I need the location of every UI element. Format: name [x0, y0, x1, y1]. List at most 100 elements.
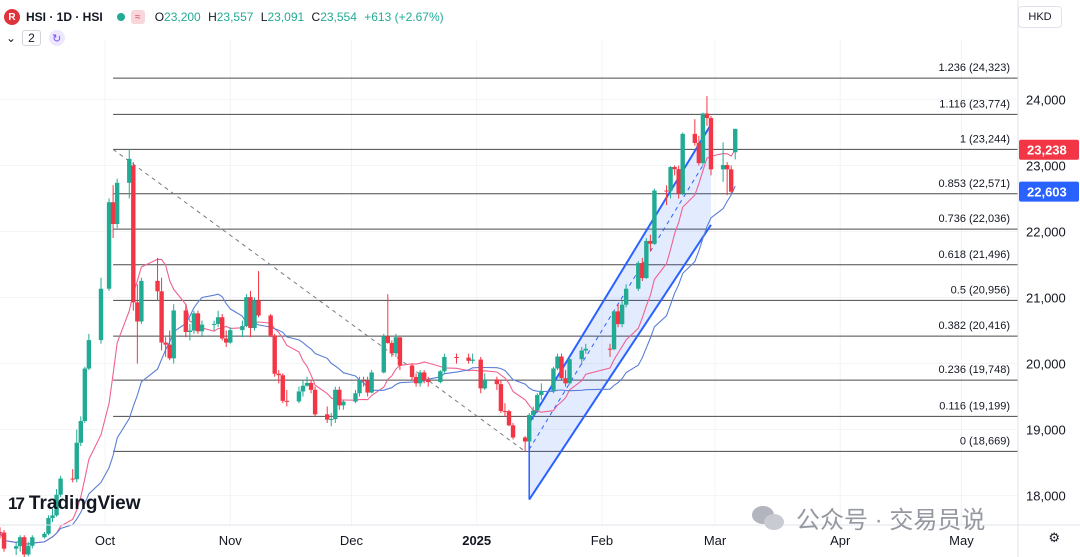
- tradingview-mark-icon: 17: [8, 494, 25, 513]
- candle: [268, 314, 273, 338]
- candle: [183, 304, 189, 338]
- candle: [167, 330, 172, 361]
- candle-body: [482, 379, 487, 389]
- candle: [163, 337, 168, 357]
- candle: [325, 406, 330, 423]
- candle-body: [672, 167, 677, 170]
- tradingview-logo[interactable]: 17 TradingView: [8, 493, 141, 515]
- candle-body: [438, 371, 443, 383]
- candle-body: [700, 113, 706, 164]
- candle: [248, 290, 253, 338]
- fib-level-label: 1 (23,244): [960, 133, 1010, 145]
- tradingview-wordmark: TradingView: [28, 493, 141, 514]
- time-axis[interactable]: Oct Nov Dec 2025 Feb Mar Apr May: [95, 533, 974, 548]
- candle: [22, 535, 27, 557]
- fib-level-label: 0.382 (20,416): [938, 320, 1010, 332]
- candle-body: [131, 165, 136, 303]
- candle-body: [454, 356, 459, 358]
- candle: [70, 469, 75, 483]
- candle-body: [607, 348, 613, 350]
- candle: [551, 366, 556, 394]
- candle-body: [470, 359, 475, 361]
- change-value: +613 (+2.67%): [364, 10, 444, 24]
- candle-body: [296, 391, 302, 402]
- candle-body: [337, 389, 342, 406]
- candle: [30, 535, 35, 549]
- settings-gear-icon[interactable]: ⚙: [1048, 530, 1060, 545]
- candle-body: [304, 382, 310, 386]
- candle-body: [640, 263, 645, 279]
- candle-body: [733, 128, 738, 153]
- candle-body: [579, 350, 584, 360]
- price-label: 22,603: [1027, 185, 1067, 200]
- candle-body: [42, 533, 47, 538]
- candle-body: [163, 342, 168, 345]
- candle: [522, 436, 528, 452]
- candle-body: [692, 133, 698, 143]
- candle: [510, 422, 516, 440]
- fib-level-label: 0 (18,669): [960, 435, 1010, 447]
- candle-body: [82, 368, 88, 422]
- fib-level-label: 0.5 (20,956): [951, 284, 1010, 296]
- legend-header: R HSI · 1D · HSI ≈ O23,200 H23,557 L23,0…: [4, 6, 448, 28]
- candle-body: [397, 337, 403, 366]
- candle: [244, 294, 249, 328]
- candle-body: [329, 419, 334, 421]
- high-value: 23,557: [216, 10, 254, 24]
- candle: [644, 238, 649, 280]
- candle: [333, 386, 338, 423]
- candle-body: [389, 342, 395, 354]
- trend-line[interactable]: [112, 148, 526, 452]
- y-tick-label: 21,000: [1026, 291, 1066, 306]
- wave-indicator-icon[interactable]: ≈: [130, 10, 145, 24]
- candle: [224, 330, 229, 348]
- candle-body: [191, 313, 197, 331]
- candle: [728, 165, 734, 194]
- fib-level-label: 0.116 (19,199): [939, 400, 1010, 412]
- symbol-logo-icon: R: [4, 9, 20, 25]
- candle-body: [353, 393, 358, 402]
- candle-body: [696, 142, 702, 164]
- candle: [280, 373, 285, 404]
- channel-lower-line: [528, 224, 712, 501]
- candle-body: [78, 421, 83, 443]
- candle-body: [17, 537, 23, 547]
- candle-body: [159, 291, 164, 343]
- candle-body: [494, 379, 500, 385]
- candle-body: [559, 356, 564, 379]
- candle: [187, 323, 193, 341]
- fib-level-label: 0.853 (22,571): [938, 178, 1010, 190]
- candle-body: [426, 379, 431, 383]
- fib-level-label: 1.116 (23,774): [939, 98, 1010, 110]
- candle: [611, 310, 617, 351]
- fib-level-label: 0.736 (22,036): [938, 213, 1010, 225]
- y-tick-label: 22,000: [1026, 224, 1066, 239]
- candle-body: [393, 337, 399, 354]
- grid-lines: [0, 40, 1018, 525]
- candle-body: [498, 384, 504, 412]
- open-label: O: [154, 10, 165, 24]
- symbol-title[interactable]: HSI · 1D · HSI: [26, 10, 103, 24]
- currency-selector[interactable]: HKD: [1018, 6, 1062, 28]
- candle: [563, 370, 568, 387]
- candle-body: [522, 437, 528, 442]
- candle: [58, 475, 63, 497]
- candle: [50, 508, 55, 522]
- chevron-down-icon[interactable]: ⌄: [6, 31, 17, 45]
- candle: [668, 166, 673, 199]
- indicator-count[interactable]: 2: [22, 30, 41, 46]
- refresh-icon[interactable]: ↻: [48, 30, 65, 46]
- candle: [308, 380, 314, 394]
- candle: [535, 393, 540, 414]
- candle-body: [54, 494, 59, 516]
- candle-body: [110, 202, 116, 225]
- candle: [498, 380, 504, 414]
- indicator-row: ⌄ 2 ↻: [6, 30, 65, 46]
- candle: [127, 149, 132, 199]
- candle-body: [728, 169, 734, 192]
- y-tick-label: 18,000: [1026, 489, 1066, 504]
- candle-body: [211, 323, 217, 325]
- candle-body: [704, 113, 710, 119]
